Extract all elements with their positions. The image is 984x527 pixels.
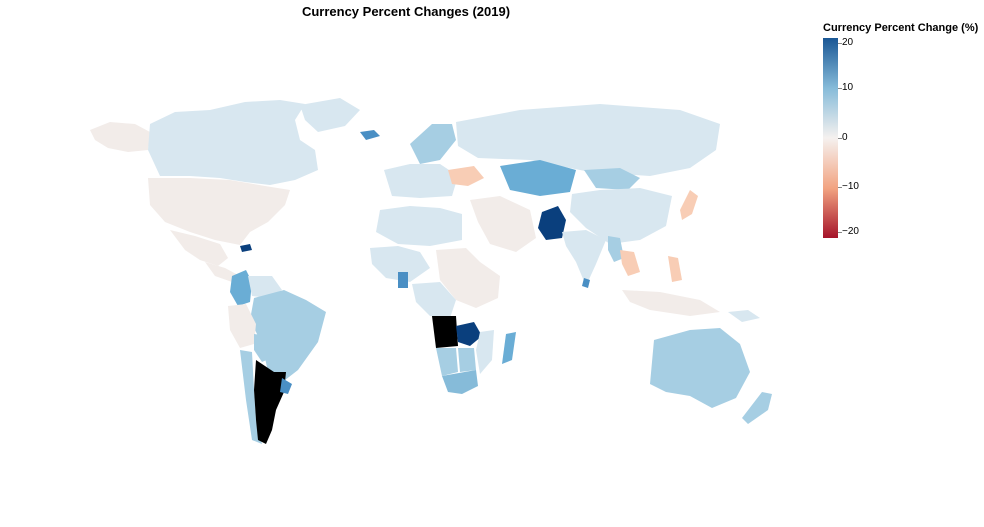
- legend-tick: [838, 138, 842, 139]
- region-iceland[interactable]: [360, 130, 380, 140]
- region-venezuela[interactable]: [248, 276, 282, 298]
- region-greenland[interactable]: [300, 98, 360, 132]
- legend-tick: [838, 232, 842, 233]
- region-mongolia[interactable]: [584, 168, 640, 190]
- region-chile[interactable]: [240, 350, 262, 444]
- region-mexico[interactable]: [170, 230, 228, 266]
- region-indonesia[interactable]: [622, 290, 720, 316]
- region-canada[interactable]: [148, 100, 318, 185]
- region-ghana[interactable]: [398, 272, 408, 288]
- region-alaska[interactable]: [90, 122, 150, 152]
- region-colombia[interactable]: [230, 270, 252, 306]
- region-peru[interactable]: [228, 304, 256, 348]
- legend-color-bar: [823, 38, 838, 238]
- region-australia[interactable]: [650, 328, 750, 408]
- region-philippines[interactable]: [668, 256, 682, 282]
- region-angola[interactable]: [432, 316, 458, 348]
- region-middle-east[interactable]: [470, 196, 536, 252]
- region-kazakhstan[interactable]: [500, 160, 576, 196]
- region-mozambique[interactable]: [476, 330, 494, 374]
- region-bolivia[interactable]: [254, 334, 276, 362]
- region-west-africa[interactable]: [370, 246, 430, 282]
- legend-tick: [838, 88, 842, 89]
- region-new-zealand[interactable]: [742, 392, 772, 424]
- legend-tick-label: −20: [842, 226, 859, 237]
- region-central-africa[interactable]: [412, 282, 456, 318]
- region-sri-lanka[interactable]: [582, 278, 590, 288]
- region-zambia[interactable]: [456, 322, 482, 346]
- region-central-america[interactable]: [205, 262, 238, 282]
- region-japan[interactable]: [680, 190, 698, 220]
- map-title: Currency Percent Changes (2019): [301, 4, 511, 19]
- region-russia[interactable]: [456, 104, 720, 176]
- region-thailand[interactable]: [620, 250, 640, 276]
- legend-tick-label: 20: [842, 37, 854, 48]
- region-argentina[interactable]: [254, 360, 286, 444]
- region-china[interactable]: [570, 188, 672, 244]
- region-pakistan[interactable]: [538, 206, 566, 240]
- legend-tick: [838, 43, 842, 44]
- region-india[interactable]: [562, 230, 606, 286]
- region-north-africa[interactable]: [376, 206, 462, 246]
- region-dominican-republic[interactable]: [240, 244, 252, 252]
- region-uruguay[interactable]: [280, 378, 292, 394]
- region-ukraine[interactable]: [448, 166, 484, 186]
- legend-tick-label: 10: [842, 82, 854, 93]
- legend-tick-label: −10: [842, 181, 859, 192]
- region-scandinavia[interactable]: [410, 124, 456, 164]
- legend-tick-label: 0: [842, 132, 848, 143]
- region-myanmar[interactable]: [608, 236, 624, 262]
- region-brazil[interactable]: [250, 290, 326, 384]
- region-papua-new-guinea[interactable]: [728, 310, 760, 322]
- region-botswana[interactable]: [458, 348, 476, 372]
- region-western-europe[interactable]: [384, 164, 458, 198]
- region-madagascar[interactable]: [502, 332, 516, 364]
- region-united-states[interactable]: [148, 178, 290, 245]
- region-south-africa[interactable]: [442, 370, 478, 394]
- region-namibia[interactable]: [436, 348, 458, 376]
- region-east-africa[interactable]: [436, 248, 500, 308]
- legend-title: Currency Percent Change (%): [823, 22, 979, 34]
- legend-tick: [838, 187, 842, 188]
